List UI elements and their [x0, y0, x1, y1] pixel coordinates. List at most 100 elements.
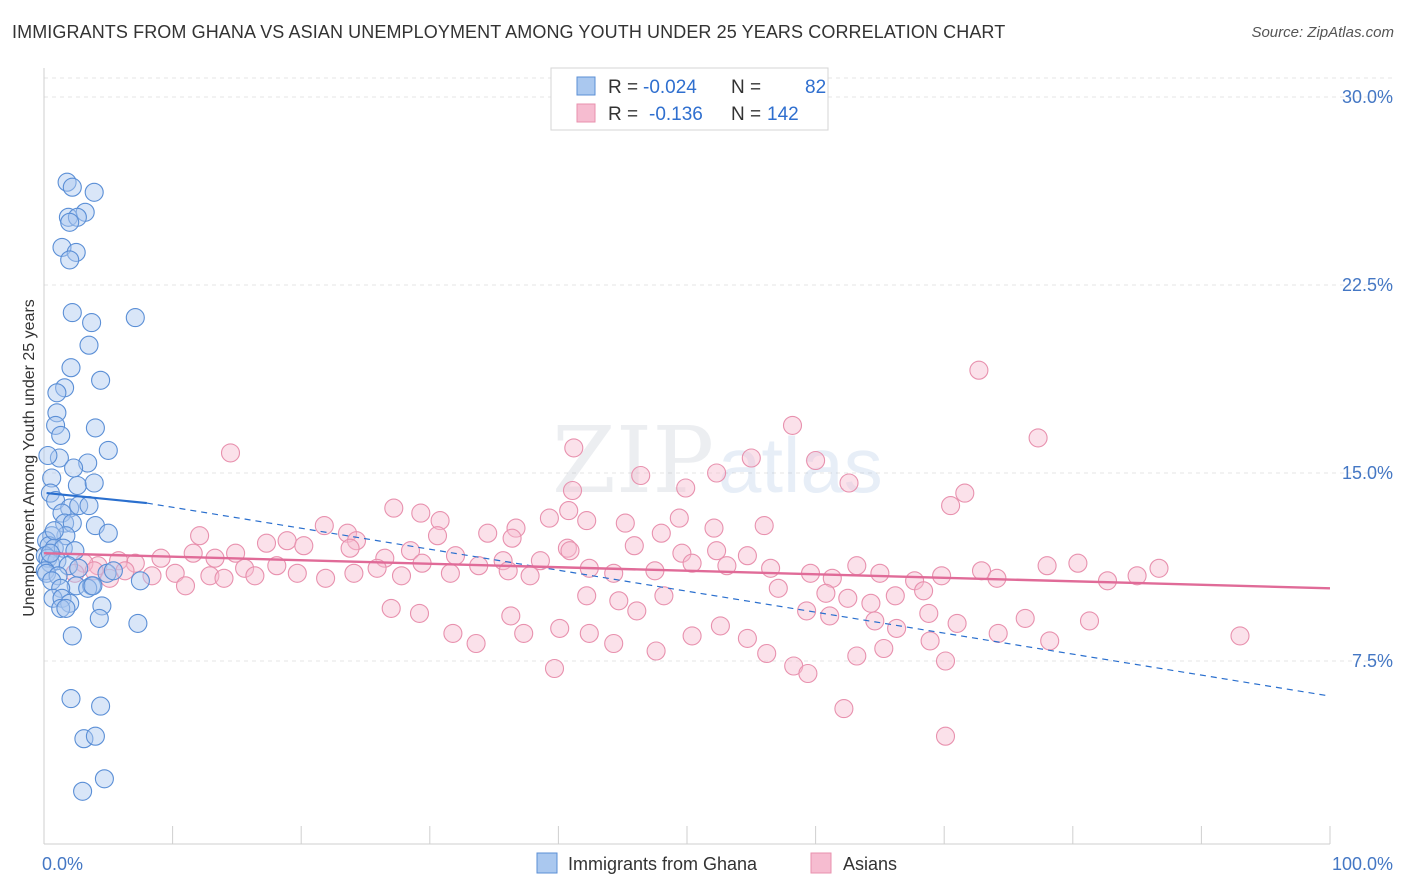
y-tick-label-2: 22.5% — [1342, 275, 1393, 295]
ghana-point-61 — [130, 571, 150, 591]
asians-point-39 — [530, 551, 550, 571]
legend-n-value-ghana: 82 — [805, 77, 826, 98]
asians-point-67 — [287, 563, 307, 583]
asians-point-122 — [682, 626, 702, 646]
asians-point-86 — [870, 563, 890, 583]
asians-point-130 — [646, 641, 666, 661]
ghana-point-22 — [98, 440, 118, 460]
asians-point-125 — [757, 643, 777, 664]
asians-point-35 — [707, 541, 727, 561]
asians-point-24 — [506, 518, 526, 538]
chart-title: IMMIGRANTS FROM GHANA VS ASIAN UNEMPLOYM… — [12, 22, 1006, 42]
ghana-point-10 — [62, 303, 82, 323]
asians-point-114 — [609, 591, 629, 611]
ghana-point-28 — [67, 475, 87, 496]
asians-point-45 — [294, 536, 314, 556]
asians-point-102 — [797, 601, 817, 621]
ghana-point-2 — [84, 182, 104, 202]
ghana-trend-solid — [46, 491, 147, 505]
asians-point-124 — [737, 628, 757, 648]
asians-point-20 — [669, 508, 689, 528]
bottom-legend-label-ghana: Immigrants from Ghana — [568, 854, 758, 874]
asians-point-36 — [672, 543, 692, 563]
asians-point-109 — [1015, 608, 1035, 628]
asians-point-46 — [256, 533, 277, 553]
ghana-point-26 — [64, 458, 84, 478]
asians-point-37 — [737, 546, 757, 566]
asians-point-85 — [847, 556, 867, 576]
ghana-point-9 — [60, 250, 80, 270]
ghana-point-80 — [83, 576, 103, 596]
asians-point-8 — [839, 473, 859, 493]
asians-point-91 — [1037, 556, 1057, 576]
asians-point-117 — [514, 623, 534, 643]
ghana-point-1 — [62, 177, 82, 197]
asians-point-30 — [427, 526, 448, 546]
asians-point-139 — [1230, 626, 1250, 646]
asians-point-16 — [539, 508, 559, 528]
asians-point-21 — [704, 518, 724, 538]
asians-point-128 — [874, 638, 894, 659]
asians-point-4 — [564, 438, 584, 458]
legend-n-label-asians: N = — [731, 104, 761, 125]
ghana-point-25 — [78, 453, 98, 473]
asians-point-51 — [125, 553, 145, 573]
y-tick-labels: 7.5% 15.0% 22.5% 30.0% — [1342, 87, 1393, 671]
ghana-point-59 — [51, 578, 71, 598]
legend-r-value-ghana: -0.024 — [643, 77, 697, 98]
axes — [43, 68, 1331, 845]
asians-point-75 — [498, 561, 518, 581]
asians-point-19 — [615, 513, 635, 533]
asians-point-6 — [741, 448, 761, 468]
y-tick-label-1: 15.0% — [1342, 463, 1393, 483]
ghana-point-77 — [73, 781, 93, 801]
asians-point-73 — [440, 563, 460, 583]
asians-point-94 — [1127, 566, 1147, 586]
legend-swatch-ghana — [576, 76, 596, 96]
series-legend: Immigrants from Ghana Asians — [536, 852, 897, 874]
asians-point-123 — [710, 616, 730, 636]
ghana-point-19 — [46, 415, 66, 435]
bottom-legend-swatch-asians — [810, 852, 832, 874]
legend-r-value-asians: -0.136 — [649, 104, 703, 125]
asians-point-31 — [502, 528, 522, 548]
asians-point-93 — [1097, 571, 1118, 591]
asians-point-41 — [445, 546, 466, 566]
asians-point-13 — [384, 498, 404, 518]
asians-point-0 — [969, 360, 989, 380]
asians-point-113 — [627, 601, 647, 621]
asians-point-121 — [381, 598, 401, 618]
ghana-point-17 — [47, 383, 67, 403]
asians-point-5 — [806, 450, 826, 471]
asians-point-68 — [316, 568, 336, 588]
asians-point-32 — [651, 523, 671, 543]
asians-point-70 — [367, 558, 387, 578]
bottom-legend-label-asians: Asians — [843, 854, 897, 874]
ghana-point-23 — [49, 448, 69, 468]
asians-point-103 — [820, 606, 840, 626]
ghana-point-11 — [82, 313, 102, 333]
correlation-legend: R = -0.024 N = 82 R = -0.136 N = 142 — [550, 67, 829, 131]
legend-r-label-asians: R = — [608, 104, 638, 125]
asians-point-12 — [941, 496, 961, 516]
asians-point-135 — [798, 663, 818, 684]
asians-point-65 — [245, 566, 265, 586]
asians-point-69 — [344, 563, 364, 583]
ghana-point-21 — [51, 425, 71, 445]
ghana-point-15 — [91, 370, 111, 390]
ghana-point-14 — [61, 358, 81, 378]
asians-point-137 — [920, 631, 940, 651]
asians-point-133 — [544, 658, 565, 679]
ghana-trend-dashed — [146, 502, 1331, 697]
asians-point-71 — [391, 566, 412, 586]
ghana-point-27 — [42, 468, 62, 488]
asians-point-108 — [988, 623, 1008, 643]
asians-point-99 — [861, 593, 881, 613]
asians-point-92 — [1068, 553, 1088, 573]
asians-point-76 — [520, 566, 540, 586]
y-axis-label: Unemployment Among Youth under 25 years — [21, 299, 38, 617]
asians-point-107 — [947, 613, 967, 633]
ghana-point-79 — [44, 521, 64, 541]
asians-point-138 — [935, 726, 956, 746]
asians-point-116 — [550, 618, 570, 638]
